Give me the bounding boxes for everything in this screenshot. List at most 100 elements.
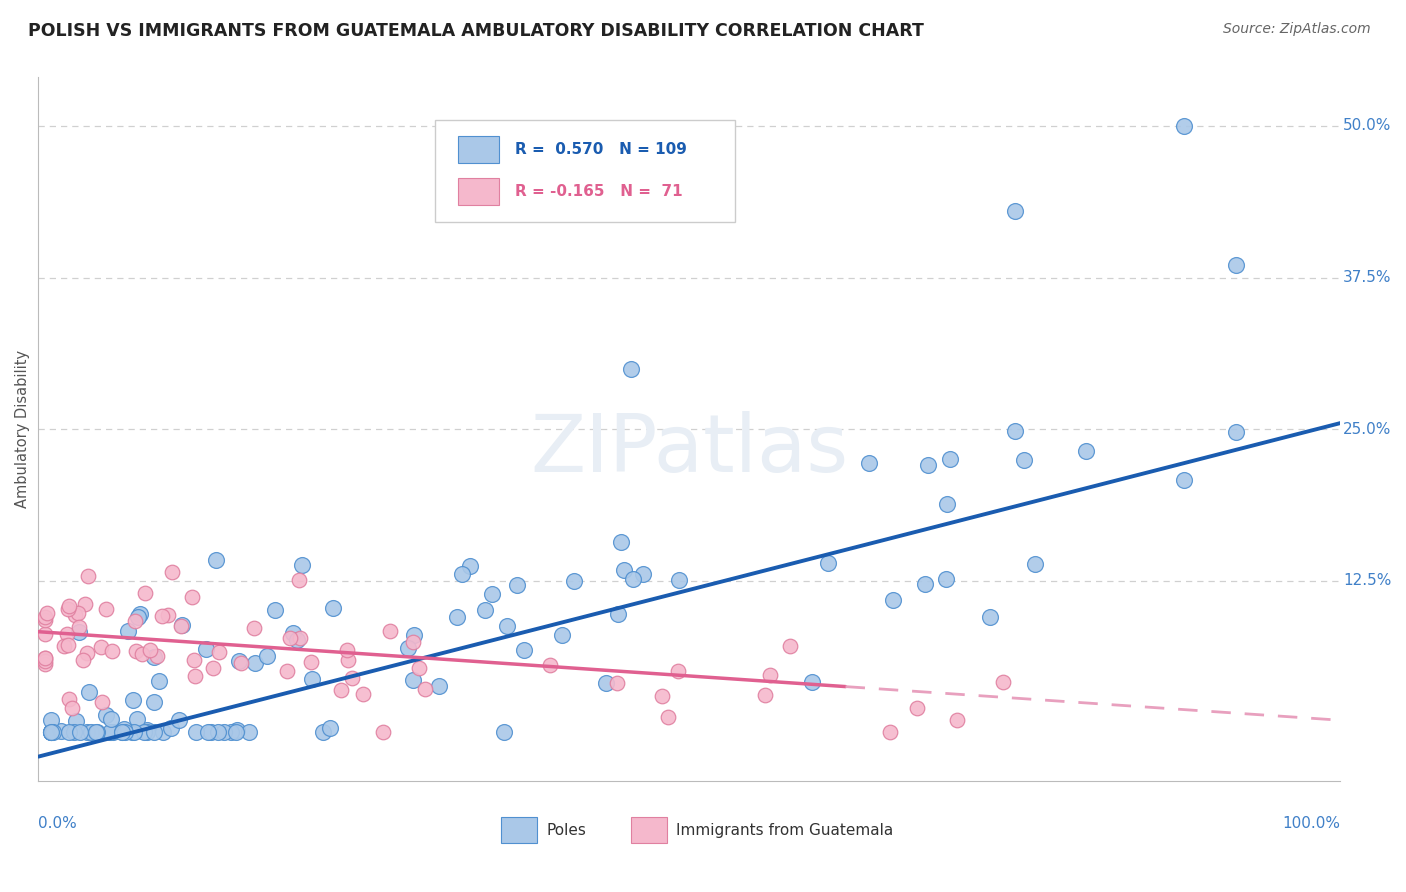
Point (34, 627, 56, 641)
Point (101, 644, 124, 658)
Point (281, 626, 304, 640)
Text: 0.0%: 0.0% (38, 816, 77, 831)
Point (134, 586, 156, 600)
Point (311, 725, 333, 739)
Point (243, 621, 266, 635)
Point (67, 620, 90, 634)
Point (100, 725, 122, 739)
Point (184, 725, 207, 739)
Point (58, 725, 80, 739)
Point (69, 725, 91, 739)
Point (1225, 425, 1247, 439)
Point (905, 701, 928, 715)
Point (34, 609, 56, 624)
Text: R = -0.165   N =  71: R = -0.165 N = 71 (515, 184, 682, 199)
Point (336, 643, 359, 657)
Point (342, 672, 364, 686)
Point (402, 634, 425, 648)
Point (207, 725, 229, 739)
Point (194, 642, 217, 657)
Point (96, 708, 118, 723)
Point (132, 725, 155, 739)
Point (214, 725, 236, 739)
Point (55, 626, 77, 640)
Point (858, 456, 880, 470)
Text: R =  0.570   N = 109: R = 0.570 N = 109 (515, 142, 686, 157)
Point (136, 723, 159, 737)
Point (613, 563, 636, 577)
Text: 50.0%: 50.0% (1343, 119, 1392, 134)
Point (287, 573, 309, 587)
Point (481, 587, 503, 601)
Point (562, 574, 585, 588)
Point (256, 648, 278, 663)
Point (1012, 453, 1035, 467)
Point (200, 725, 222, 739)
Point (506, 578, 529, 592)
Point (142, 695, 165, 709)
Point (1173, 474, 1195, 488)
Point (41, 725, 63, 739)
Point (197, 725, 219, 739)
Point (63, 725, 86, 739)
Point (67, 624, 90, 639)
Point (427, 679, 450, 693)
Point (322, 601, 344, 615)
Point (127, 609, 149, 624)
Point (41, 725, 63, 739)
Point (398, 640, 420, 655)
Point (112, 722, 135, 736)
Text: 37.5%: 37.5% (1343, 270, 1392, 285)
Point (80, 725, 103, 739)
Point (291, 558, 314, 572)
Text: ZIPatlas: ZIPatlas (530, 411, 848, 490)
Point (56, 638, 79, 652)
Point (1173, 119, 1195, 133)
Point (301, 672, 323, 686)
Point (65, 608, 87, 623)
Point (513, 643, 536, 657)
Point (167, 713, 190, 727)
Point (135, 725, 157, 739)
Point (276, 664, 298, 678)
Text: Immigrants from Guatemala: Immigrants from Guatemala (676, 822, 894, 838)
Point (352, 687, 374, 701)
Point (77, 568, 100, 582)
Point (263, 602, 285, 616)
FancyBboxPatch shape (501, 817, 537, 843)
Point (125, 644, 148, 658)
Point (60, 701, 83, 715)
Point (243, 657, 266, 671)
Point (538, 657, 561, 672)
Point (114, 725, 136, 739)
Point (110, 725, 132, 739)
Point (77, 684, 100, 698)
Point (991, 675, 1014, 690)
Point (170, 617, 193, 632)
Point (121, 693, 143, 707)
Point (1225, 259, 1247, 273)
Text: 12.5%: 12.5% (1343, 574, 1392, 588)
Point (111, 725, 134, 739)
Point (58, 692, 80, 706)
Point (606, 675, 628, 690)
Point (143, 725, 166, 739)
Point (205, 553, 228, 567)
Point (160, 566, 183, 580)
Point (1004, 203, 1026, 218)
Point (76, 646, 98, 660)
Point (148, 673, 170, 688)
Point (228, 653, 250, 667)
Point (492, 725, 515, 739)
Point (1004, 424, 1026, 438)
Point (100, 712, 122, 726)
Point (337, 653, 360, 667)
Point (882, 592, 904, 607)
Point (67, 606, 90, 620)
Point (208, 645, 231, 659)
Point (451, 566, 474, 581)
Point (319, 722, 342, 736)
Text: POLISH VS IMMIGRANTS FROM GUATEMALA AMBULATORY DISABILITY CORRELATION CHART: POLISH VS IMMIGRANTS FROM GUATEMALA AMBU… (28, 22, 924, 40)
Point (124, 614, 146, 628)
Point (446, 610, 468, 624)
